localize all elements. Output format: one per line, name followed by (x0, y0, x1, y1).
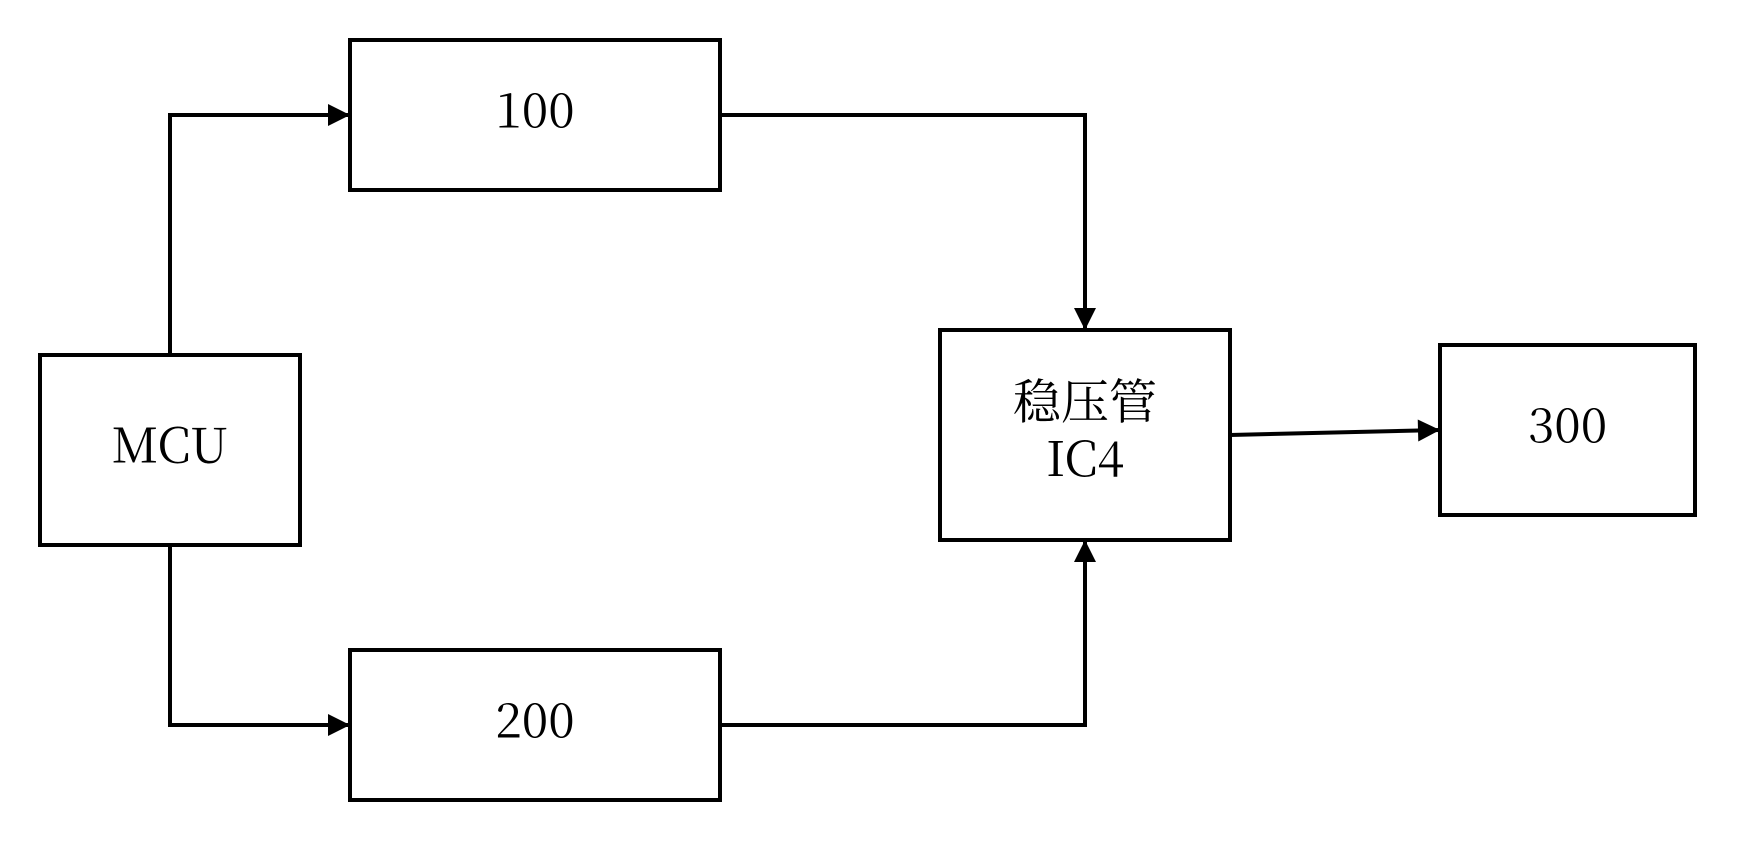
node-n200-label: 200 (495, 682, 574, 751)
edge-n100-to-ic4 (720, 115, 1085, 330)
node-n300-label: 300 (1528, 387, 1607, 456)
edge-n200-to-ic4 (720, 540, 1085, 725)
edges-layer (170, 115, 1440, 725)
nodes-layer: MCU 100 200 稳压管IC4 300 (40, 40, 1695, 800)
edge-mcu-to-n200 (170, 545, 350, 725)
node-ic4: 稳压管IC4 (940, 330, 1230, 540)
node-mcu-label: MCU (112, 407, 229, 476)
block-diagram: MCU 100 200 稳压管IC4 300 (0, 0, 1737, 843)
edge-mcu-to-n100 (170, 115, 350, 355)
node-mcu: MCU (40, 355, 300, 545)
node-n200: 200 (350, 650, 720, 800)
node-n300: 300 (1440, 345, 1695, 515)
node-n100-label: 100 (495, 72, 574, 141)
node-ic4-label: IC4 (1046, 421, 1124, 490)
node-n100: 100 (350, 40, 720, 190)
edge-ic4-to-n300 (1230, 430, 1440, 435)
